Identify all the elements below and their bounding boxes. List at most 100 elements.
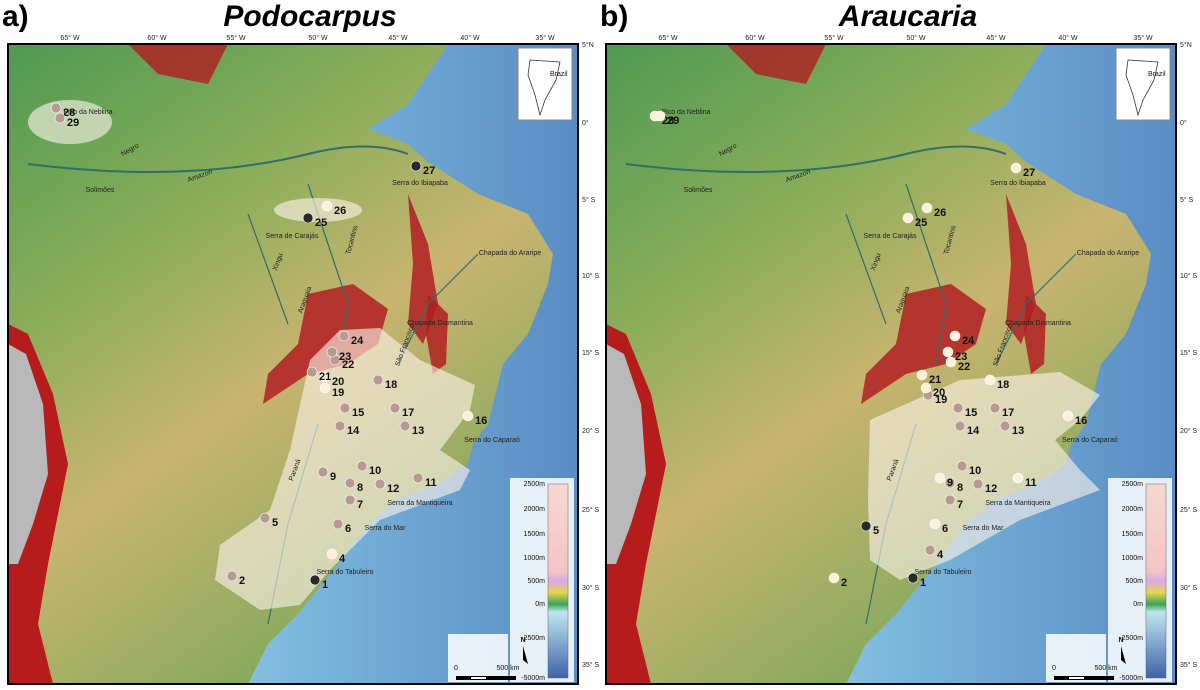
panel-letter: a) xyxy=(2,0,29,33)
latitude-label: 25° S xyxy=(582,506,600,514)
map-frame xyxy=(7,43,579,685)
elevation-label: 1000m xyxy=(524,555,546,562)
site-label: 23 xyxy=(339,351,351,363)
site-label: 21 xyxy=(929,374,941,386)
inset-label: Brazil xyxy=(1148,71,1166,78)
latitude-label: 35° S xyxy=(582,661,600,669)
latitude-label: 15° S xyxy=(1180,349,1198,357)
site-label: 19 xyxy=(935,394,947,406)
scale-label: 0 xyxy=(454,665,458,672)
site-marker xyxy=(356,460,368,472)
site-label: 5 xyxy=(272,517,278,529)
site-label: 23 xyxy=(955,351,967,363)
place-label: Serra do Tabuleiro xyxy=(316,569,373,576)
site-marker xyxy=(338,330,350,342)
site-marker xyxy=(972,478,984,490)
site-marker xyxy=(462,410,474,422)
place-label: Chapada do Araripe xyxy=(1077,250,1139,257)
longitude-label: 50° W xyxy=(308,34,328,42)
latitude-label: 30° S xyxy=(1180,584,1198,592)
place-label: Serra do Tabuleiro xyxy=(914,569,971,576)
place-label: Serra do Ibiapaba xyxy=(392,180,448,187)
elevation-label: 1500m xyxy=(1122,531,1144,538)
site-label: 14 xyxy=(967,425,980,437)
longitude-label: 45° W xyxy=(388,34,408,42)
site-label: 5 xyxy=(873,525,879,537)
site-marker xyxy=(916,369,928,381)
longitude-label: 65° W xyxy=(658,34,678,42)
site-marker xyxy=(334,420,346,432)
site-marker xyxy=(326,548,338,560)
site-label: 21 xyxy=(319,371,331,383)
place-label: Serra do Caparaó xyxy=(1062,437,1118,444)
site-marker xyxy=(302,212,314,224)
inset-map xyxy=(1115,47,1171,121)
maps xyxy=(7,43,1200,685)
elevation-label: 2500m xyxy=(1122,481,1144,488)
latitude-label: 20° S xyxy=(1180,427,1198,435)
panel-title: Podocarpus xyxy=(223,0,396,33)
inset-label: Brazil xyxy=(550,71,568,78)
site-marker xyxy=(309,574,321,586)
site-label: 16 xyxy=(1075,415,1087,427)
site-label: 8 xyxy=(957,482,963,494)
site-marker xyxy=(828,572,840,584)
site-marker xyxy=(921,202,933,214)
place-label: Serra da Mantiqueira xyxy=(985,500,1050,507)
site-marker xyxy=(654,110,666,122)
site-label: 27 xyxy=(1023,167,1035,179)
site-marker xyxy=(226,570,238,582)
site-marker xyxy=(319,382,331,394)
site-label: 11 xyxy=(1025,477,1037,489)
scale-bar-segment xyxy=(471,677,486,679)
site-label: 7 xyxy=(957,499,963,511)
elevation-label: 500m xyxy=(1125,578,1143,585)
north-label: N xyxy=(1118,637,1123,644)
site-marker xyxy=(389,402,401,414)
site-marker xyxy=(920,382,932,394)
site-label: 18 xyxy=(385,379,397,391)
site-marker xyxy=(1062,410,1074,422)
elevation-label: -5000m xyxy=(1119,675,1143,682)
site-label: 29 xyxy=(667,115,679,127)
site-label: 22 xyxy=(958,361,970,373)
latitude-label: 30° S xyxy=(582,584,600,592)
inset-map xyxy=(517,47,573,121)
site-marker xyxy=(944,477,956,489)
latitude-label: 35° S xyxy=(1180,661,1198,669)
site-label: 17 xyxy=(402,407,414,419)
longitude-label: 35° W xyxy=(1133,34,1153,42)
site-marker xyxy=(1012,472,1024,484)
latitude-label: 0° xyxy=(582,119,589,127)
site-marker xyxy=(952,402,964,414)
longitude-label: 40° W xyxy=(1058,34,1078,42)
site-label: 2 xyxy=(239,575,245,587)
scale-box xyxy=(1046,634,1106,682)
site-marker xyxy=(954,420,966,432)
place-label: Serra do Mar xyxy=(963,525,1005,532)
site-label: 24 xyxy=(351,335,364,347)
elevation-label: 0m xyxy=(1133,601,1143,608)
latitude-label: 5° S xyxy=(1180,196,1194,204)
site-label: 15 xyxy=(352,407,364,419)
elevation-label: 500m xyxy=(527,578,545,585)
elevation-label: -5000m xyxy=(521,675,545,682)
elevation-label: -2500m xyxy=(1119,635,1143,642)
site-label: 28 xyxy=(662,115,674,127)
site-label: 4 xyxy=(339,553,346,565)
longitude-label: 55° W xyxy=(824,34,844,42)
site-label: 12 xyxy=(985,483,997,495)
site-label: 25 xyxy=(915,217,927,229)
elevation-label: 2500m xyxy=(524,481,546,488)
site-marker xyxy=(54,112,66,124)
site-marker xyxy=(319,371,331,383)
site-marker xyxy=(860,520,872,532)
site-label: 26 xyxy=(334,205,346,217)
elevation-bar xyxy=(547,483,569,679)
north-label: N xyxy=(520,637,525,644)
elevation-label: 1500m xyxy=(524,531,546,538)
site-label: 8 xyxy=(357,482,363,494)
site-marker xyxy=(344,494,356,506)
panel-letter: b) xyxy=(600,0,628,33)
site-marker xyxy=(945,356,957,368)
